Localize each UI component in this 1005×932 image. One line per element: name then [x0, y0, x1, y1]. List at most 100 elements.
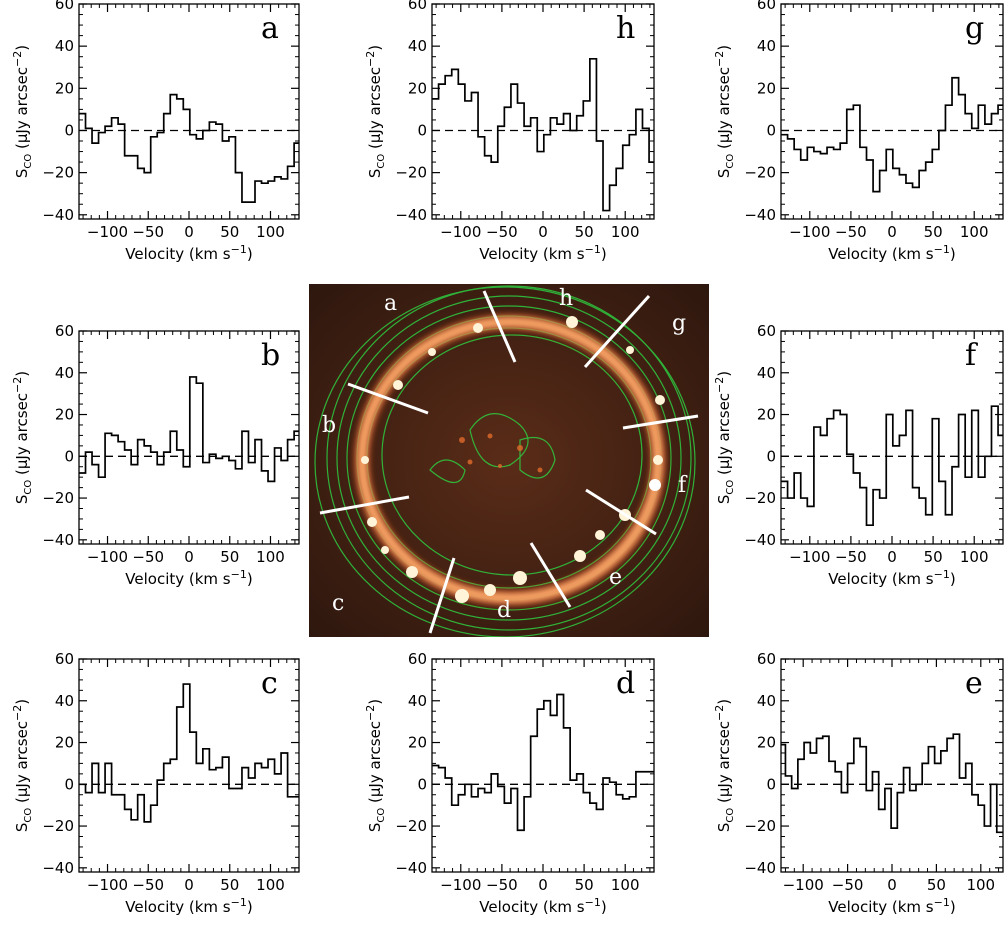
spectrum-panel-g: −100 −50 0 50 100 −40 −20 0 20 40 60 g Velocity (km … — [713, 0, 1004, 263]
y-tick-label: 60 — [757, 650, 776, 668]
x-tick-label: −50 — [835, 548, 867, 566]
x-tick-label: 50 — [575, 223, 594, 241]
x-tick-label: 50 — [575, 876, 594, 894]
x-tick-label: 0 — [184, 223, 194, 241]
y-axis-title-sub: CO — [23, 480, 34, 495]
spectrum-panel-c: −100 −50 0 50 100 −40 −20 0 20 40 60 c Velocity (km … — [11, 650, 300, 916]
y-tick-label: 60 — [757, 322, 776, 340]
y-tick-label: −20 — [395, 817, 427, 835]
y-axis-title-sup: −2 — [11, 51, 24, 67]
x-axis-title-sup: −1 — [934, 243, 950, 256]
y-tick-label: −20 — [42, 489, 74, 507]
y-axis-title: SCO (μJy arcsec−2) — [364, 45, 387, 178]
panel-label-e: e — [965, 666, 983, 701]
x-tick-label: 100 — [611, 876, 640, 894]
y-tick-label: 60 — [408, 0, 427, 13]
y-axis-title-end: ) — [13, 699, 31, 705]
y-axis-title-sub: CO — [23, 154, 34, 169]
y-tick-label: 60 — [757, 0, 776, 13]
x-tick-label: 50 — [924, 548, 943, 566]
y-axis-title-end: ) — [366, 45, 384, 51]
x-axis-title: Velocity (km s−1) — [828, 896, 955, 916]
x-axis-title: Velocity (km s−1) — [125, 568, 252, 588]
spectrum-line-d — [432, 693, 654, 832]
x-axis-title-end: ) — [950, 898, 956, 916]
ring-image: a h g b f c d e — [309, 284, 709, 637]
y-axis-title-sup: −2 — [11, 705, 24, 721]
panel-label-h: h — [616, 11, 635, 46]
x-axis-title: Velocity (km s−1) — [125, 243, 252, 263]
y-axis-title: SCO (μJy arcsec−2) — [11, 699, 34, 832]
x-tick-label: −100 — [87, 876, 128, 894]
y-tick-label: 20 — [757, 734, 776, 752]
x-tick-label: −100 — [87, 223, 128, 241]
y-axis-title-sup: −2 — [364, 51, 377, 67]
spectrum-line-c — [79, 683, 299, 823]
x-tick-label: 100 — [960, 548, 989, 566]
y-axis-title-main: S — [366, 823, 384, 833]
y-tick-label: 40 — [408, 37, 427, 55]
x-tick-label: 100 — [960, 223, 989, 241]
y-tick-label: 0 — [417, 775, 427, 793]
x-axis-title-end: ) — [601, 898, 607, 916]
x-tick-label: 100 — [256, 876, 285, 894]
x-tick-label: −100 — [789, 223, 830, 241]
spectrum-line-a — [79, 93, 299, 203]
inner-emission — [459, 433, 543, 473]
x-axis-title-main: Velocity (km s — [125, 898, 231, 916]
spectrum-line-b — [79, 376, 299, 483]
y-tick-label: −40 — [744, 206, 776, 224]
y-axis-title-rest: (μJy arcsec — [715, 721, 733, 808]
x-tick-label: −100 — [440, 876, 481, 894]
y-axis-title-main: S — [715, 169, 733, 179]
y-axis-title-sup: −2 — [364, 705, 377, 721]
x-axis-title: Velocity (km s−1) — [828, 243, 955, 263]
x-axis-title-end: ) — [601, 245, 607, 263]
y-axis-title: SCO (μJy arcsec−2) — [713, 699, 736, 832]
y-tick-label: 40 — [408, 692, 427, 710]
y-tick-label: −20 — [744, 817, 776, 835]
y-axis-title-rest: (μJy arcsec — [13, 721, 31, 808]
y-axis-title-sub: CO — [725, 480, 736, 495]
y-axis-title-sub: CO — [725, 154, 736, 169]
y-axis-title-sup: −2 — [713, 705, 726, 721]
x-axis-title-sup: −1 — [231, 243, 247, 256]
y-tick-label: 40 — [55, 692, 74, 710]
y-axis-title: SCO (μJy arcsec−2) — [11, 45, 34, 178]
x-tick-label: 0 — [538, 876, 548, 894]
y-tick-label: −40 — [395, 206, 427, 224]
y-axis-title-end: ) — [715, 45, 733, 51]
y-tick-label: 20 — [55, 79, 74, 97]
x-tick-label: 0 — [184, 876, 194, 894]
x-tick-label: 100 — [611, 223, 640, 241]
y-tick-label: 40 — [55, 37, 74, 55]
image-label-f: f — [678, 473, 688, 498]
x-tick-label: 50 — [220, 876, 239, 894]
image-label-b: b — [322, 413, 336, 438]
y-tick-label: 20 — [408, 79, 427, 97]
x-axis-title-end: ) — [247, 570, 253, 588]
x-tick-label: −50 — [835, 223, 867, 241]
x-axis-title: Velocity (km s−1) — [479, 896, 606, 916]
y-axis-title-rest: (μJy arcsec — [366, 67, 384, 154]
x-axis-title-sup: −1 — [231, 896, 247, 909]
x-axis-title-sup: −1 — [934, 896, 950, 909]
y-axis-title-main: S — [13, 169, 31, 179]
y-tick-label: 60 — [55, 650, 74, 668]
y-axis-title-sub: CO — [23, 808, 34, 823]
y-tick-label: 20 — [408, 734, 427, 752]
y-axis-title-sup: −2 — [713, 51, 726, 67]
y-tick-label: 60 — [55, 322, 74, 340]
spectrum-panel-h: −100 −50 0 50 100 −40 −20 0 20 40 60 h Velocity (km … — [364, 0, 655, 263]
y-axis-title-main: S — [715, 495, 733, 505]
spectrum-panel-b: −100 −50 0 50 100 −40 −20 0 20 40 60 b Velocity (km … — [11, 322, 300, 588]
x-tick-label: 0 — [538, 223, 548, 241]
x-axis-title-main: Velocity (km s — [828, 570, 934, 588]
x-axis-title-main: Velocity (km s — [828, 898, 934, 916]
image-label-g: g — [672, 311, 686, 336]
y-tick-label: −40 — [744, 859, 776, 877]
x-tick-label: 100 — [256, 223, 285, 241]
spectrum-panel-f: −100 −50 0 50 100 −40 −20 0 20 40 60 f Velocity (km … — [713, 322, 1004, 588]
